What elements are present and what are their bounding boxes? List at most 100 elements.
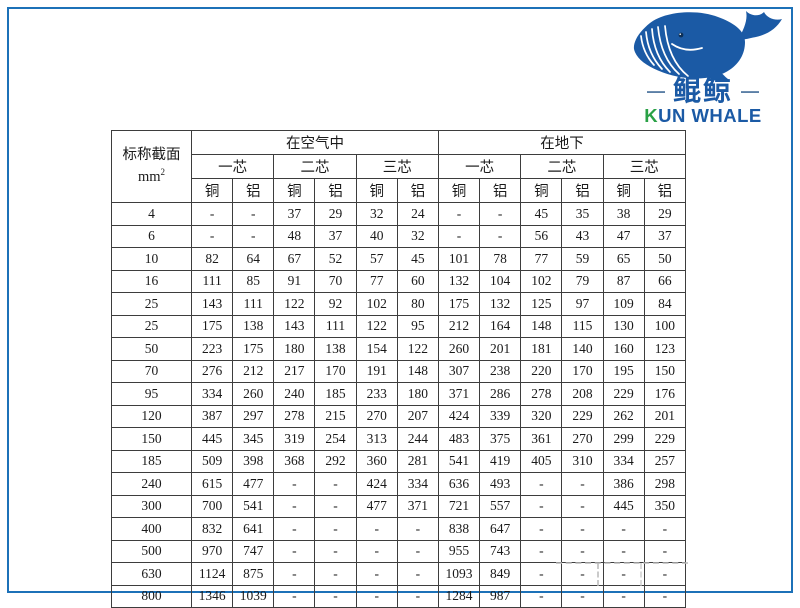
ampacity-cell: - <box>314 472 357 496</box>
table-row: 400 832 641- - - -838 647- - - - <box>111 517 687 541</box>
ampacity-cell: 987 <box>479 584 522 608</box>
ampacity-cell: 743 <box>479 539 522 563</box>
ampacity-cell: - <box>561 584 604 608</box>
ampacity-cell: 260 <box>437 337 481 361</box>
section-size-cell: 400 <box>111 517 192 541</box>
ampacity-cell: 64 <box>232 247 275 271</box>
table-row: 25 143 111 122 92 102 80 175 132 125 97 109 84 <box>111 292 687 316</box>
ampacity-cell: 180 <box>273 337 316 361</box>
ampacity-cell: 175 <box>437 292 481 316</box>
section-size-cell: 70 <box>111 359 192 383</box>
ampacity-cell: 229 <box>561 404 604 428</box>
ampacity-cell: - <box>232 224 275 248</box>
material-header: 铝 <box>561 178 604 203</box>
ampacity-cell: 111 <box>190 269 234 293</box>
ampacity-cell: 52 <box>314 247 357 271</box>
ampacity-cell: - <box>437 224 481 248</box>
ampacity-cell: 59 <box>561 247 604 271</box>
ampacity-cell: 557 <box>479 494 522 518</box>
ampacity-cell: 445 <box>190 427 234 451</box>
section-size-cell: 150 <box>111 427 192 451</box>
material-header: 铜 <box>355 178 398 203</box>
ampacity-cell: 477 <box>232 472 275 496</box>
ampacity-cell: - <box>190 202 234 226</box>
header-row-groups: 标称截面 mm2 在空气中 在地下 <box>111 130 687 203</box>
ampacity-cell: 95 <box>396 314 439 338</box>
ampacity-cell: 40 <box>355 224 398 248</box>
section-size-cell: 95 <box>111 382 192 406</box>
ampacity-cell: - <box>273 517 316 541</box>
ampacity-cell: - <box>520 517 563 541</box>
section-size-cell: 16 <box>111 269 192 293</box>
ampacity-cell: 278 <box>273 404 316 428</box>
core-count-header: 三芯 <box>355 154 439 179</box>
cable-ampacity-table: 标称截面 mm2 在空气中 在地下 一芯 二芯 三芯 一芯 二芯 三芯铜铝铜铝铜铝铜铝铜铝铜铝 4… <box>111 130 687 608</box>
core-count-header: 一芯 <box>437 154 522 179</box>
ampacity-cell: - <box>602 517 645 541</box>
logo-english-rest: UN WHALE <box>658 105 762 127</box>
table-row: 120 387 297 278 215 270 207 424 339 320 229 262 201 <box>111 404 687 428</box>
ampacity-cell: 721 <box>437 494 481 518</box>
section-size-cell: 4 <box>111 202 192 226</box>
ampacity-cell: 143 <box>273 314 316 338</box>
logo-left-dash: — <box>646 80 665 101</box>
ampacity-cell: 115 <box>561 314 604 338</box>
ampacity-cell: 319 <box>273 427 316 451</box>
ampacity-cell: 838 <box>437 517 481 541</box>
ampacity-cell: 101 <box>437 247 481 271</box>
ampacity-cell: 260 <box>232 382 275 406</box>
ampacity-cell: 140 <box>561 337 604 361</box>
ampacity-cell: 1039 <box>232 584 275 608</box>
corner-header: 标称截面 mm2 <box>111 130 192 203</box>
ampacity-cell: 176 <box>643 382 687 406</box>
material-header: 铜 <box>190 178 234 203</box>
ampacity-cell: 80 <box>396 292 439 316</box>
ampacity-cell: 398 <box>232 449 275 473</box>
ampacity-cell: 297 <box>232 404 275 428</box>
ampacity-cell: 419 <box>479 449 522 473</box>
ampacity-cell: 1093 <box>437 562 481 586</box>
corner-header-line2: mm2 <box>137 166 166 185</box>
ampacity-cell: 313 <box>355 427 398 451</box>
ampacity-cell: 97 <box>561 292 604 316</box>
table-head: 标称截面 mm2 在空气中 在地下 一芯 二芯 三芯 一芯 二芯 三芯铜铝铜铝铜铝铜铝铜铝铜铝 <box>111 130 687 203</box>
ampacity-cell: - <box>561 539 604 563</box>
ampacity-cell: 85 <box>232 269 275 293</box>
ampacity-cell: 334 <box>602 449 645 473</box>
ampacity-cell: 35 <box>561 202 604 226</box>
table-row: 630 1124 875- - - -1093 849- - - - <box>111 562 687 586</box>
ampacity-cell: 424 <box>355 472 398 496</box>
ampacity-cell: 47 <box>602 224 645 248</box>
ampacity-cell: 70 <box>314 269 357 293</box>
ampacity-cell: - <box>520 584 563 608</box>
ampacity-cell: 1284 <box>437 584 481 608</box>
ampacity-cell: 37 <box>273 202 316 226</box>
whale-icon <box>633 11 782 80</box>
ampacity-cell: 483 <box>437 427 481 451</box>
ampacity-cell: 541 <box>232 494 275 518</box>
core-count-header: 二芯 <box>273 154 357 179</box>
section-size-cell: 240 <box>111 472 192 496</box>
ampacity-cell: 138 <box>314 337 357 361</box>
ampacity-cell: 424 <box>437 404 481 428</box>
ampacity-cell: - <box>355 562 398 586</box>
material-header: 铜 <box>437 178 481 203</box>
ampacity-cell: - <box>314 539 357 563</box>
ampacity-cell: - <box>355 584 398 608</box>
ampacity-cell: 875 <box>232 562 275 586</box>
ampacity-cell: 334 <box>396 472 439 496</box>
ampacity-cell: 832 <box>190 517 234 541</box>
ampacity-cell: - <box>602 562 645 586</box>
ampacity-cell: 970 <box>190 539 234 563</box>
ampacity-cell: - <box>396 517 439 541</box>
header-row-materials: 铜铝铜铝铜铝铜铝铜铝铜铝 <box>112 178 687 203</box>
ampacity-cell: - <box>355 517 398 541</box>
material-header: 铝 <box>479 178 522 203</box>
ampacity-cell: 29 <box>643 202 687 226</box>
ampacity-cell: - <box>561 494 604 518</box>
ampacity-cell: 185 <box>314 382 357 406</box>
table-row: 800 1346 1039- - - -1284 987- - - - <box>111 584 687 608</box>
logo-right-dash: — <box>741 80 759 101</box>
ampacity-cell: - <box>190 224 234 248</box>
ampacity-cell: - <box>273 584 316 608</box>
